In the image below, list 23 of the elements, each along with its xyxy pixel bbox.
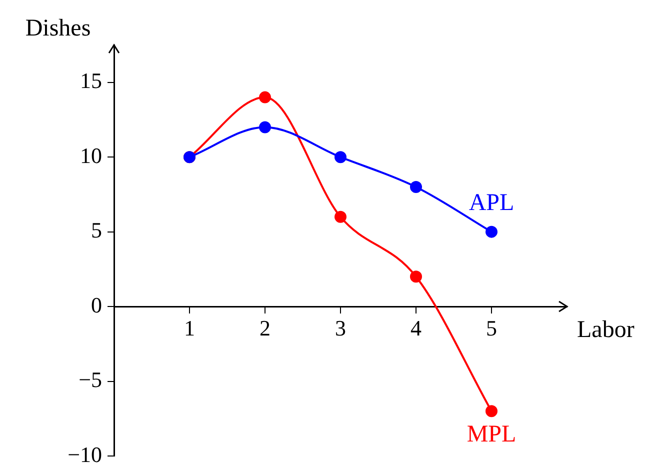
x-axis-title: Labor [577, 316, 634, 343]
point [259, 91, 271, 104]
y-axis-title: Dishes [25, 15, 91, 42]
point [334, 210, 346, 223]
y-tick-label: 10 [80, 142, 102, 168]
point [486, 226, 498, 238]
y-tick-label: 5 [91, 218, 102, 243]
x-tick-label: 1 [184, 316, 195, 341]
point [259, 121, 271, 134]
x-tick-label: 5 [486, 316, 497, 341]
y-tick-label: −10 [68, 442, 102, 467]
x-tick-label: 4 [410, 316, 422, 341]
x-tick-label: 2 [260, 316, 270, 341]
y-tick-label: 15 [80, 68, 102, 94]
point [334, 151, 346, 164]
point [410, 270, 422, 283]
point [410, 180, 422, 193]
series-label: MPL [466, 421, 516, 448]
series-label: APL [468, 190, 514, 216]
y-tick-label: 0 [91, 292, 102, 318]
x-tick-label: 3 [335, 316, 346, 341]
point [486, 405, 498, 418]
y-tick-label: −5 [78, 367, 102, 392]
